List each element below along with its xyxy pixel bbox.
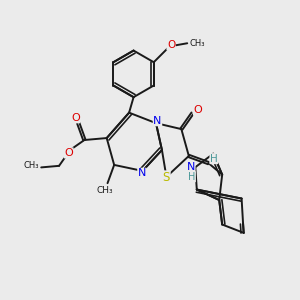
Text: N: N — [138, 168, 146, 178]
Text: O: O — [64, 148, 73, 158]
Text: O: O — [71, 113, 80, 123]
Text: CH₃: CH₃ — [24, 161, 39, 170]
Text: CH₃: CH₃ — [97, 186, 113, 195]
Text: N: N — [153, 116, 162, 126]
Text: N: N — [187, 162, 195, 172]
Text: O: O — [167, 40, 175, 50]
Text: S: S — [163, 171, 170, 184]
Text: H: H — [210, 154, 218, 164]
Text: O: O — [194, 105, 202, 115]
Text: CH₃: CH₃ — [190, 39, 206, 48]
Text: H: H — [188, 172, 195, 182]
